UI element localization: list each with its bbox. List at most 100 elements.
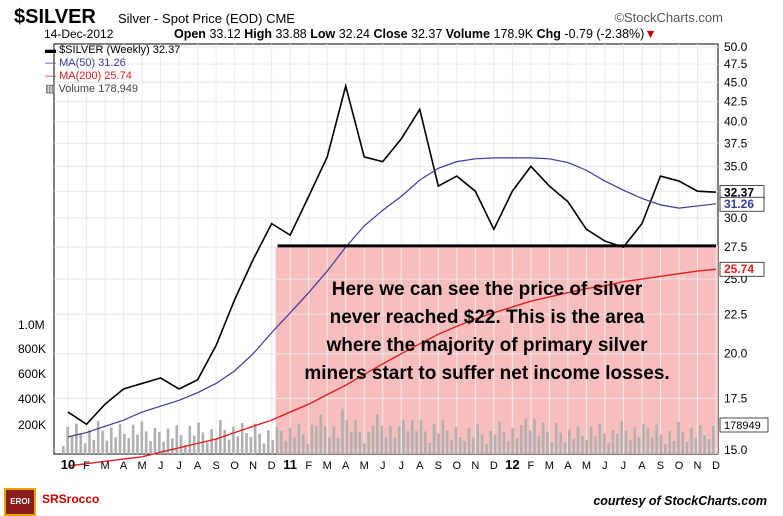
volume-bar	[445, 430, 449, 454]
volume-bar	[533, 418, 536, 454]
volume-bar	[563, 442, 567, 454]
x-tick-label: J	[158, 460, 164, 472]
volume-bar	[114, 437, 117, 454]
volume-tag-label: 178949	[724, 420, 761, 432]
x-tick-label: D	[490, 460, 498, 472]
volume-bar	[345, 420, 349, 454]
volume-bar	[149, 441, 152, 454]
brand-name: SRSrocco	[42, 492, 100, 506]
price-tick-label: 22.5	[724, 307, 748, 321]
series-line-2	[67, 268, 717, 467]
volume-bar	[393, 437, 397, 454]
chart-title: $SILVER	[14, 6, 96, 28]
volume-bar	[201, 432, 205, 454]
value-tag-box	[719, 196, 765, 212]
volume-bar	[101, 430, 104, 454]
volume-bar	[546, 432, 549, 454]
x-tick-label: A	[638, 460, 646, 472]
x-tick-label: S	[212, 460, 219, 472]
price-tick-label: 42.5	[724, 94, 748, 108]
volume-bar	[476, 424, 480, 454]
price-tick-label: 17.5	[724, 391, 748, 405]
price-tick-label: 37.5	[724, 136, 748, 150]
volume-bar	[88, 430, 91, 454]
x-tick-label: A	[564, 460, 572, 472]
volume-bar	[441, 420, 445, 454]
volume-value: 178.9K	[493, 27, 534, 41]
volume-bar	[153, 428, 157, 454]
price-tick-label: 50.0	[724, 40, 748, 54]
volume-bar	[598, 423, 602, 454]
volume-bar	[506, 441, 510, 454]
volume-bar	[677, 421, 680, 454]
volume-bar	[332, 426, 336, 454]
volume-bar	[79, 433, 83, 454]
volume-bar	[271, 440, 274, 454]
volume-bar	[319, 414, 322, 454]
volume-bar	[184, 445, 187, 454]
volume-bar	[179, 435, 183, 454]
volume-bar	[205, 442, 209, 454]
annotation-line-4: miners start to suffer net income losses…	[304, 363, 670, 384]
x-tick-label: M	[582, 460, 591, 472]
volume-bar	[358, 431, 362, 454]
volume-bar	[323, 426, 327, 454]
volume-tick-label: 800K	[18, 342, 46, 356]
eroi-logo: EROI	[4, 488, 36, 516]
grid	[54, 44, 718, 454]
x-tick-label: J	[621, 460, 627, 472]
x-tick-label: N	[249, 460, 257, 472]
volume-bar	[354, 420, 357, 454]
price-tick-label: 45.0	[724, 75, 748, 89]
x-tick-label: S	[435, 460, 442, 472]
volume-bar	[616, 433, 619, 454]
volume-bar	[550, 442, 554, 454]
volume-bar	[620, 420, 623, 454]
volume-bar	[384, 437, 388, 454]
legend-ma50: — MA(50) 31.26	[45, 57, 126, 69]
volume-bar	[498, 421, 501, 454]
volume-bars-icon: ▥	[45, 83, 56, 95]
x-tick-label: N	[694, 460, 702, 472]
x-tick-label: F	[83, 460, 90, 472]
volume-bar	[144, 431, 148, 454]
volume-bar	[437, 433, 440, 454]
volume-bar	[131, 424, 135, 454]
volume-bar	[402, 419, 405, 454]
x-tick-label: M	[100, 460, 109, 472]
volume-bar	[253, 423, 257, 454]
x-tick-label: J	[380, 460, 386, 472]
volume-bar	[607, 443, 610, 454]
value-tag-label: 32.37	[724, 186, 754, 200]
volume-bar	[694, 438, 698, 454]
volume-bar	[454, 427, 458, 454]
volume-bar	[171, 438, 174, 454]
x-tick-label: F	[305, 460, 312, 472]
volume-bar	[140, 421, 144, 454]
high-value: 33.88	[275, 27, 307, 41]
volume-bar	[655, 424, 658, 454]
volume-bar	[585, 439, 589, 454]
volume-bar	[485, 444, 488, 454]
volume-bar	[589, 426, 593, 454]
down-arrow-icon: ▼	[644, 27, 657, 41]
volume-bar	[707, 438, 711, 454]
legend-ma200: — MA(200) 25.74	[45, 70, 132, 82]
volume-bar	[480, 434, 484, 454]
legend-ma50-label: MA(50) 31.26	[59, 57, 126, 69]
volume-bar	[118, 424, 122, 454]
volume-bar	[672, 441, 676, 454]
volume-bar	[236, 436, 240, 454]
close-label: Close	[373, 27, 408, 41]
volume-bar	[293, 437, 296, 454]
legend-volume-label: Volume 178,949	[58, 83, 138, 95]
x-tick-label: S	[657, 460, 664, 472]
x-tick-label: M	[323, 460, 332, 472]
volume-bar	[232, 426, 235, 454]
courtesy-credit: courtesy of StockCharts.com	[593, 494, 767, 508]
volume-bar	[275, 427, 279, 454]
price-tick-label: 20.0	[724, 347, 748, 361]
x-tick-label: O	[453, 460, 462, 472]
volume-bar	[611, 430, 615, 454]
